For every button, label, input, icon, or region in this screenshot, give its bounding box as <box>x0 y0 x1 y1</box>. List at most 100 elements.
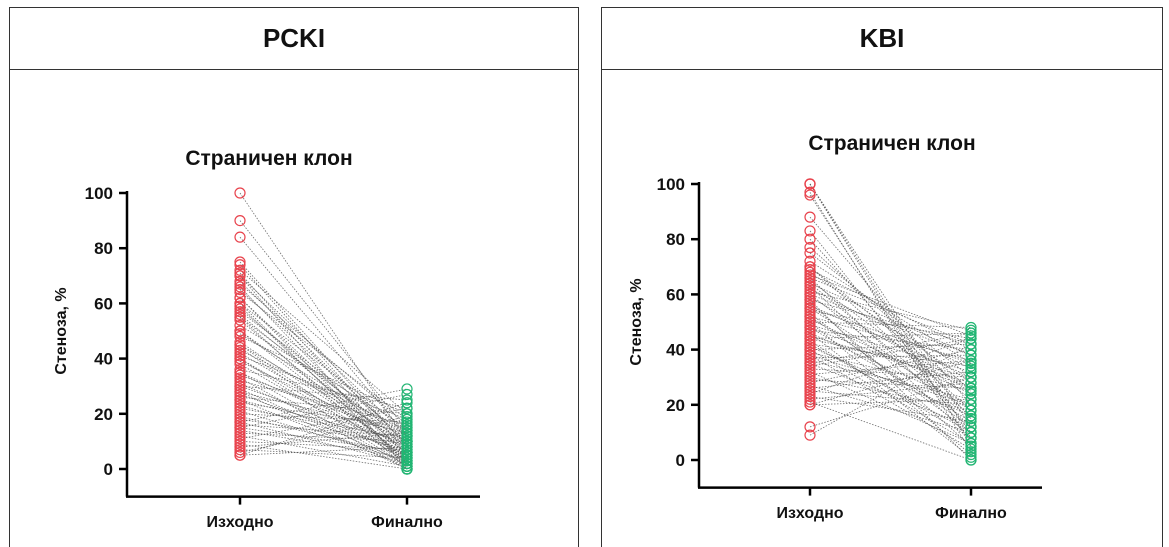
pair-line <box>239 360 408 442</box>
y-tick-label: 40 <box>94 350 113 369</box>
initial-point <box>234 267 246 279</box>
pair-line <box>239 352 408 451</box>
initial-point <box>234 408 246 420</box>
final-point <box>965 426 977 438</box>
pair-line <box>239 358 408 467</box>
panel-pcki: PCKI Страничен клон 0 20 40 60 80 100 Изходно Фи… <box>9 7 579 547</box>
initial-point <box>804 338 816 350</box>
initial-point <box>234 278 246 290</box>
pair-line <box>809 183 972 428</box>
x-tick-label: Финално <box>371 514 443 531</box>
initial-point <box>804 366 816 378</box>
final-point <box>401 446 413 459</box>
pair-line <box>239 333 408 437</box>
initial-point <box>804 388 816 400</box>
y-tick-label: 0 <box>104 460 113 479</box>
y-tick-label: 40 <box>666 341 685 360</box>
pair-line <box>239 297 408 464</box>
pair-line <box>809 349 972 444</box>
y-tick-label: 20 <box>666 396 685 415</box>
initial-point <box>804 335 816 347</box>
initial-point <box>234 350 246 362</box>
initial-point <box>804 280 816 292</box>
final-point <box>965 415 977 427</box>
pair-line <box>809 343 972 433</box>
initial-point <box>234 303 246 315</box>
initial-point <box>804 269 816 281</box>
pair-lines <box>239 192 408 470</box>
pair-line <box>809 282 972 356</box>
final-point <box>965 349 977 361</box>
initial-point <box>234 449 246 461</box>
pair-line <box>239 429 408 459</box>
pair-line <box>239 261 408 448</box>
initial-points <box>804 178 816 441</box>
initial-point <box>804 211 816 223</box>
final-point <box>401 463 413 475</box>
initial-point <box>234 319 246 332</box>
final-points <box>401 383 413 475</box>
initial-point <box>804 349 816 361</box>
initial-point <box>804 272 816 284</box>
initial-point <box>234 314 246 326</box>
initial-point <box>234 410 246 423</box>
initial-point <box>234 422 246 434</box>
initial-point <box>234 339 246 351</box>
final-point <box>965 404 977 416</box>
initial-point <box>804 225 816 237</box>
initial-point <box>234 364 246 376</box>
pair-line <box>809 307 972 364</box>
initial-point <box>234 430 246 442</box>
pair-line <box>809 360 972 406</box>
pair-line <box>809 346 972 417</box>
final-point <box>965 413 977 425</box>
initial-point <box>234 446 246 459</box>
initial-point <box>804 346 816 358</box>
panel-title: KBI <box>859 23 905 53</box>
initial-point <box>804 186 816 198</box>
pair-line <box>239 330 408 448</box>
final-point <box>401 430 413 442</box>
initial-point <box>234 377 246 390</box>
pair-line <box>809 192 972 452</box>
initial-point <box>804 288 816 300</box>
pair-line <box>239 289 408 442</box>
pair-line <box>809 338 972 367</box>
initial-point <box>234 308 246 321</box>
pair-line <box>809 316 972 362</box>
initial-point <box>234 397 246 409</box>
initial-point <box>234 325 246 337</box>
initial-point <box>234 358 246 370</box>
pair-line <box>809 376 972 428</box>
y-tick-label: 80 <box>666 230 685 249</box>
initial-point <box>804 330 816 342</box>
final-point <box>965 388 977 400</box>
pair-line <box>239 402 408 428</box>
pair-line <box>809 329 972 350</box>
initial-point <box>234 328 246 340</box>
initial-point <box>804 421 816 433</box>
initial-point <box>804 390 816 403</box>
pair-line <box>239 432 408 442</box>
initial-point <box>804 294 816 306</box>
initial-point <box>234 341 246 354</box>
final-point <box>965 377 977 389</box>
initial-point <box>234 399 246 412</box>
final-point <box>965 410 977 422</box>
chart-title: Страничен клон <box>185 147 352 170</box>
final-point <box>965 321 977 334</box>
pair-line <box>239 407 408 440</box>
initial-point <box>804 429 816 441</box>
y-tick-label: 0 <box>676 451 685 470</box>
initial-point <box>234 264 246 276</box>
initial-point <box>234 281 246 293</box>
y-tick-label: 100 <box>657 175 685 194</box>
pair-line <box>239 374 408 437</box>
initial-point <box>234 427 246 439</box>
final-point <box>965 393 977 405</box>
pair-line <box>239 385 408 401</box>
final-point <box>401 408 413 420</box>
final-point <box>401 449 413 461</box>
pair-line <box>809 271 972 384</box>
initial-point <box>234 286 246 298</box>
